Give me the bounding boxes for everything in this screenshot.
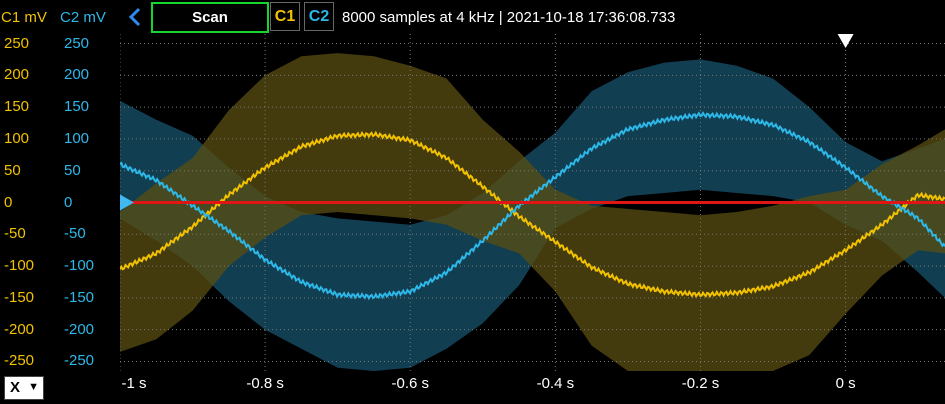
c1-tick-label: 0 (4, 193, 13, 211)
c2-y-axis: 250 200 150 100 50 0 -50 -100 -150 -200 -250 (60, 0, 120, 372)
x-tick-label: -0.2 s (681, 375, 720, 392)
c1-trace (120, 130, 945, 299)
x-tick-label: -0.6 s (391, 375, 429, 392)
c2-tick-label: -100 (64, 257, 95, 275)
x-tick-label: -1 s (121, 375, 147, 392)
c2-tick-label: 150 (64, 98, 90, 116)
chevron-left-icon (128, 7, 141, 27)
c2-tick-label: -150 (64, 288, 95, 306)
c1-tick-label: -100 (4, 257, 35, 275)
reference-marker-icon (120, 194, 134, 211)
c2-tick-label: 50 (64, 161, 81, 179)
x-axis-selector[interactable]: X ▼ (4, 376, 44, 400)
waveform-plot[interactable] (120, 34, 945, 371)
c1-tick-label: 150 (4, 98, 30, 116)
x-tick-label: -0.8 s (246, 375, 284, 392)
c1-tick-label: 200 (4, 66, 30, 84)
back-button[interactable] (124, 6, 146, 28)
c2-tick-label: 250 (64, 34, 90, 52)
c1-tick-label: -200 (4, 320, 35, 338)
c2-tick-label: 100 (64, 129, 90, 147)
c1-tick-label: 100 (4, 129, 30, 147)
scan-button[interactable]: Scan (151, 2, 269, 33)
c2-tick-label: 200 (64, 66, 90, 84)
c1-tick-label: -150 (4, 288, 35, 306)
c2-tick-label: 0 (64, 193, 73, 211)
c2-tick-label: -250 (64, 352, 95, 370)
c1-tick-label: 50 (4, 161, 21, 179)
capture-info: 8000 samples at 4 kHz | 2021-10-18 17:36… (342, 9, 676, 26)
c1-channel-button[interactable]: C1 (270, 2, 300, 31)
c1-envelope (120, 53, 945, 371)
c1-tick-label: -250 (4, 352, 35, 370)
c2-unit-label: C2 mV (60, 9, 106, 26)
trigger-marker-icon (837, 34, 854, 48)
c2-trace (120, 110, 945, 301)
c2-tick-label: -50 (64, 225, 86, 243)
c1-tick-label: -50 (4, 225, 26, 243)
x-axis: -1 s -0.8 s -0.6 s -0.4 s -0.2 s 0 s (120, 372, 945, 402)
c2-channel-button[interactable]: C2 (304, 2, 334, 31)
c1-y-axis: 250 200 150 100 50 0 -50 -100 -150 -200 -250 (0, 0, 60, 372)
c2-tick-label: -200 (64, 320, 95, 338)
x-axis-selector-label: X (10, 379, 21, 396)
toolbar: C1 mV C2 mV Scan C1 C2 8000 samples at 4… (0, 0, 945, 34)
c1-tick-label: 250 (4, 34, 30, 52)
x-tick-label: -0.4 s (536, 375, 575, 392)
c1-unit-label: C1 mV (1, 9, 47, 26)
chevron-down-icon: ▼ (28, 381, 39, 393)
x-tick-label: 0 s (835, 375, 856, 392)
